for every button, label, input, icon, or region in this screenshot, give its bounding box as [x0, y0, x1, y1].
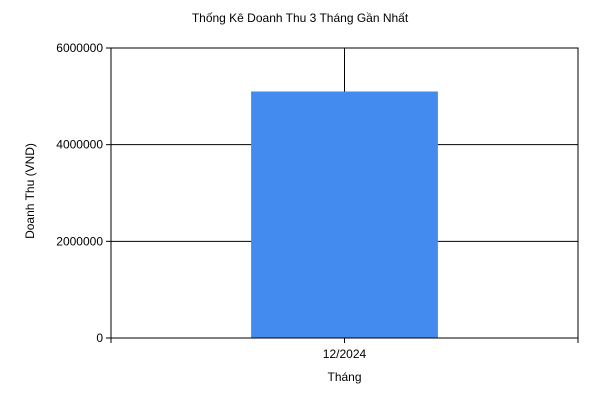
x-tick-label: 12/2024 — [323, 347, 367, 361]
x-axis-ticks: 12/2024 — [110, 338, 579, 361]
y-tick-label: 6000000 — [56, 41, 103, 55]
bar-layer — [251, 91, 438, 338]
y-tick-label: 2000000 — [56, 234, 103, 248]
bar-12-2024 — [251, 91, 438, 338]
y-tick-label: 0 — [96, 331, 103, 345]
y-axis-label: Doanh Thu (VND) — [23, 143, 37, 239]
y-tick-label: 4000000 — [56, 138, 103, 152]
y-axis-ticks: 0 2000000 4000000 6000000 — [56, 41, 111, 345]
x-axis-label: Tháng — [327, 370, 361, 384]
chart-title: Thống Kê Doanh Thu 3 Tháng Gần Nhất — [192, 11, 409, 25]
